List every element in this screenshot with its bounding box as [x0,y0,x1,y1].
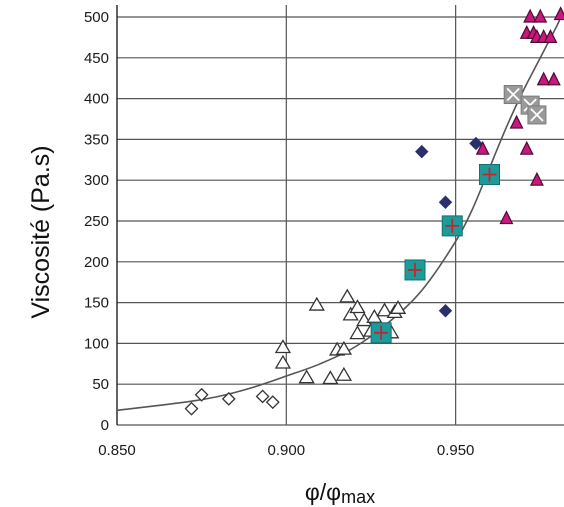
data-point-filled-triangle [475,140,490,155]
tick-labels: 0 50 100 150 200 250 300 350 400 450 500 0.850 0.900… [84,9,474,459]
data-point-open-triangle [342,306,359,321]
data-point-square-cross [370,322,392,344]
data-point-filled-triangle [509,114,524,129]
cross-marker [374,325,389,340]
data-point-open-triangle [274,354,292,369]
data-point-open-triangle [339,288,356,303]
y-tick-label: 0 [101,417,109,434]
data-point-square-cross [404,259,426,281]
y-tick-label: 450 [84,50,109,67]
data-point-open-triangle [376,302,393,317]
data-point-open-triangle [389,300,407,314]
fit-curve [116,16,562,412]
x-tick-label: 0.950 [437,442,475,459]
data-point-open-diamond [194,387,209,402]
data-point-filled-diamond [415,144,429,159]
data-point-open-diamond [265,395,280,410]
grid [116,5,564,426]
x-tick-label: 0.900 [268,442,306,459]
y-tick-label: 100 [84,335,109,352]
data-point-open-triangle [322,370,339,385]
data-point-open-diamond [184,401,199,416]
data-point-square-cross [441,215,463,237]
data-point-open-triangle [308,296,325,311]
data-point-open-diamond [221,391,236,406]
data-point-filled-triangle [499,210,514,225]
data-point-filled-triangle [546,71,561,86]
y-tick-label: 500 [84,9,109,26]
data-point-filled-diamond [438,195,453,209]
y-tick-label: 200 [84,254,109,271]
y-tick-label: 400 [84,91,109,108]
data-point-filled-triangle [543,29,558,44]
y-tick-label: 300 [84,172,109,189]
data-point-open-triangle [349,325,366,340]
x-tick-label: 0.850 [98,442,136,459]
y-tick-label: 250 [84,213,109,230]
data-point-filled-triangle [536,71,551,86]
data-point-open-triangle [349,299,366,314]
cross-marker [408,262,422,277]
data-point-filled-triangle [529,171,544,186]
data-point-open-triangle [274,339,292,354]
y-tick-label: 350 [84,131,109,148]
y-axis-label: Viscosité (Pa.s) [27,145,55,318]
data-point-filled-diamond [469,136,483,151]
cross-marker [482,167,497,182]
y-tick-label: 50 [92,376,109,393]
x-axis-label-main: φ/φ [305,479,341,505]
cross-marker [445,218,460,233]
data-point-filled-triangle [533,8,548,23]
data-point-filled-diamond [438,304,453,318]
data-point-x-square [503,85,523,105]
data-point-open-diamond [255,389,270,404]
data-marks [184,6,564,416]
data-point-filled-triangle [519,140,534,155]
x-marker [530,108,544,122]
fit-curve-layer [116,16,562,412]
data-point-open-triangle [298,369,315,384]
y-tick-label: 150 [84,295,109,312]
data-point-open-triangle [335,340,353,355]
x-axis-label-subscript: max [341,487,375,507]
x-axis-label: φ/φmax [305,479,375,507]
data-point-filled-triangle [523,8,538,23]
data-point-x-square [527,105,547,125]
data-point-open-triangle [335,366,353,381]
data-point-square-cross [479,163,500,185]
x-marker [506,87,520,102]
